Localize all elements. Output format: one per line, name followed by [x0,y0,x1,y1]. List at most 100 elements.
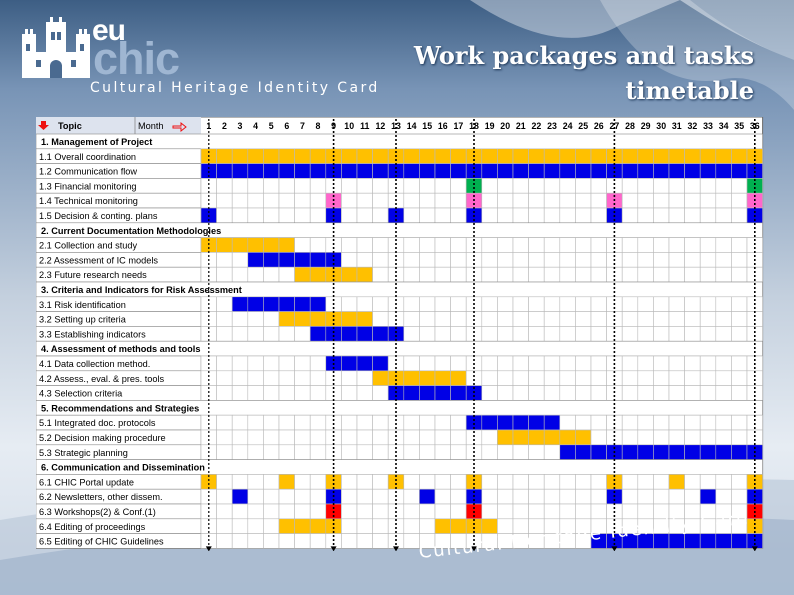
timeline-cell [294,503,311,520]
timeline-cell [715,444,732,460]
timeline-cell [590,474,607,490]
timeline-cell [559,488,576,505]
timeline-cell [278,474,295,490]
timeline-cell [419,207,436,224]
timeline-cell [653,414,670,431]
timeline-cell [231,252,249,268]
timeline-cell [684,414,701,431]
timeline-cell [309,296,327,312]
timeline-cell [543,192,561,209]
timeline-cell [263,355,280,372]
timeline-cell [372,163,389,179]
timeline-cell [450,148,467,164]
timeline-cell [450,163,467,179]
task-label: 6.3 Workshops(2) & Conf.(1) [39,507,156,517]
timeline-cell [231,370,249,386]
timeline-cell [434,518,451,534]
timeline-cell [543,355,561,372]
month-number: 32 [688,121,698,131]
timeline-cell [653,385,670,401]
task-label: 4.3 Selection criteria [39,389,123,399]
timeline-cell [278,370,295,386]
timeline-cell [715,163,732,179]
timeline-cell [637,237,654,253]
timeline-cell [294,207,311,224]
timeline-cell [731,207,748,224]
timeline-cell [512,192,529,209]
timeline-cell [231,192,249,209]
timeline-cell [481,414,498,431]
timeline-cell [263,163,280,179]
timeline-cell [668,311,685,327]
timeline-cell [403,148,420,164]
timeline-cell [699,311,717,327]
timeline-cell [715,474,732,490]
timeline-cell [372,474,389,490]
timeline-cell [512,252,529,268]
timeline-cell [481,252,498,268]
timeline-cell [575,237,592,253]
timeline-cell [216,414,233,431]
timeline-cell [559,326,576,342]
timeline-cell [497,266,514,283]
timeline-cell [528,326,545,342]
timeline-cell [434,311,451,327]
timeline-cell [731,444,748,460]
timeline-cell [263,503,280,520]
timeline-cell [528,148,545,164]
timeline-cell [372,414,389,431]
timeline-cell [699,163,717,179]
timeline-cell [278,296,295,312]
timeline-cell [294,355,311,372]
timeline-cell [309,533,327,549]
timeline-cell [450,192,467,209]
timeline-cell [294,252,311,268]
timeline-cell [216,326,233,342]
timeline-cell [278,533,295,549]
down-arrow-icon [38,121,49,130]
timeline-cell [403,533,420,549]
milestone-arrow-icon [471,546,477,551]
timeline-cell [668,326,685,342]
timeline-cell [309,414,327,431]
timeline-cell [481,503,498,520]
timeline-cell [668,237,685,253]
timeline-cell [419,429,436,446]
timeline-cell [559,429,576,446]
timeline-cell [715,296,732,312]
timeline-cell [434,444,451,460]
timeline-cell [356,503,373,520]
timeline-cell [528,474,545,490]
header-tagline: Cultural Heritage Identity Card [90,80,380,96]
task-label: 2.1 Collection and study [39,241,137,251]
timeline-cell [653,178,670,194]
timeline-cell [497,207,514,224]
timeline-cell [263,311,280,327]
timeline-cell [559,311,576,327]
timeline-cell [263,444,280,460]
timeline-cell [419,192,436,209]
timeline-cell [216,178,233,194]
task-label: 1.2 Communication flow [39,167,137,177]
timeline-cell [263,474,280,490]
timeline-cell [450,474,467,490]
month-number: 29 [641,121,651,131]
timeline-cell [372,429,389,446]
timeline-cell [403,252,420,268]
timeline-cell [216,385,233,401]
timeline-cell [590,503,607,520]
timeline-cell [715,266,732,283]
month-number: 9 [331,121,336,131]
timeline-cell [543,163,561,179]
timeline-cell [512,444,529,460]
timeline-cell [450,503,467,520]
task-label: 1.5 Decision & conting. plans [39,211,158,221]
timeline-cell [637,414,654,431]
timeline-cell [497,355,514,372]
timeline-cell [372,326,389,342]
timeline-cell [668,474,685,490]
timeline-cell [731,266,748,283]
timeline-cell [621,326,639,342]
timeline-cell [559,370,576,386]
timeline-cell [419,385,436,401]
